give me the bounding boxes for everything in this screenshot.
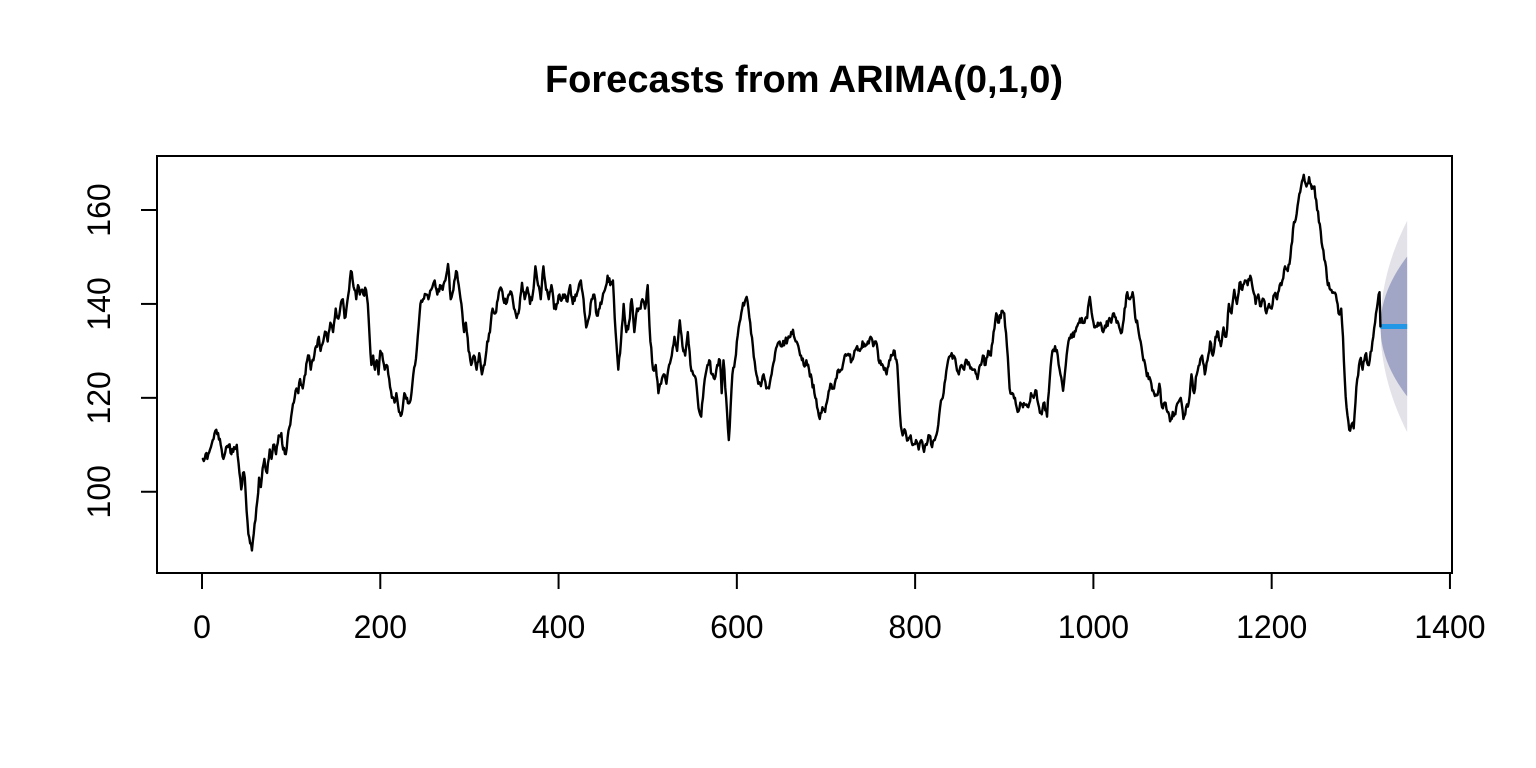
plot-box (156, 155, 1453, 574)
y-axis-tick-label: 160 (81, 183, 117, 236)
plot-area: 0 200 400 600 800 1000 1200 1400 100 120 140 160 (81, 155, 1486, 645)
y-axis-tick-label: 140 (81, 277, 117, 330)
x-axis-tick-label: 400 (532, 609, 585, 645)
x-axis-tick-label: 1200 (1236, 609, 1307, 645)
x-axis-tick-label: 200 (354, 609, 407, 645)
observed-series-line (201, 173, 1382, 552)
x-axis-tick-label: 1400 (1414, 609, 1485, 645)
chart-title: Forecasts from ARIMA(0,1,0) (545, 59, 1063, 101)
x-axis-tick-label: 800 (888, 609, 941, 645)
x-axis-tick-label: 1000 (1058, 609, 1129, 645)
y-axis-tick-label: 120 (81, 371, 117, 424)
x-axis-tick-label: 600 (710, 609, 763, 645)
x-axis-tick-label: 0 (193, 609, 211, 645)
y-axis-tick-label: 100 (81, 465, 117, 518)
